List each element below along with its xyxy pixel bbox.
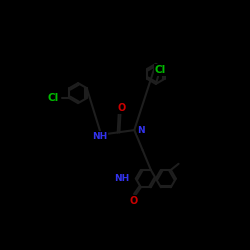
Text: O: O	[129, 196, 137, 206]
Text: NH: NH	[92, 132, 107, 141]
Text: N: N	[137, 126, 145, 134]
Text: NH: NH	[114, 174, 130, 183]
Text: Cl: Cl	[155, 65, 166, 75]
Text: Cl: Cl	[48, 93, 59, 103]
Text: O: O	[117, 103, 125, 113]
